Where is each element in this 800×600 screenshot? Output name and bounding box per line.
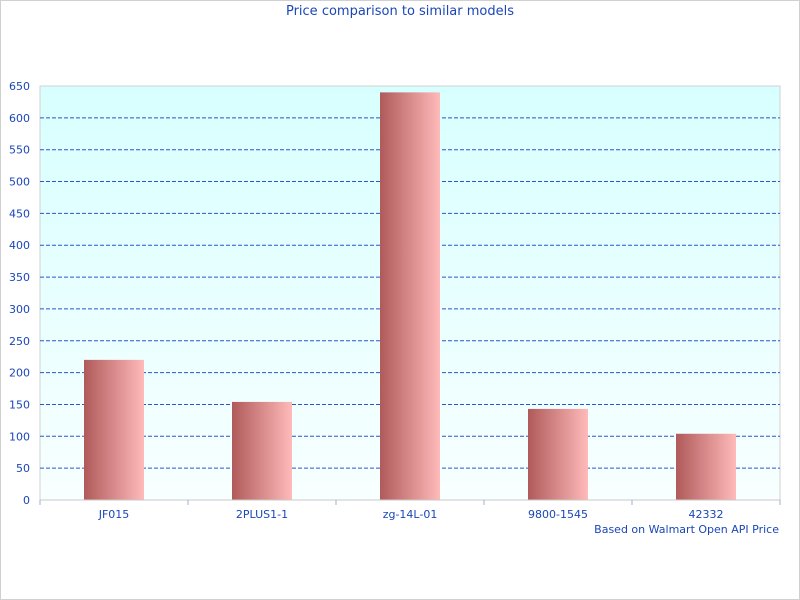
bar-JF015 <box>84 359 144 500</box>
y-tick-label: 450 <box>9 207 30 220</box>
y-tick-label: 300 <box>9 303 30 316</box>
y-tick-label: 200 <box>9 367 30 380</box>
y-tick-label: 350 <box>9 271 30 284</box>
y-tick-label: 250 <box>9 335 30 348</box>
y-tick-label: 100 <box>9 430 30 443</box>
bar-9800-1545 <box>528 408 588 500</box>
bar-42332 <box>676 433 736 500</box>
x-tick-label: 2PLUS1-1 <box>236 508 288 521</box>
y-tick-label: 50 <box>16 462 30 475</box>
x-tick-label: 42332 <box>689 508 724 521</box>
y-tick-label: 600 <box>9 112 30 125</box>
y-tick-label: 550 <box>9 144 30 157</box>
x-tick-label: JF015 <box>98 508 130 521</box>
x-tick-label: 9800-1545 <box>528 508 588 521</box>
y-tick-label: 400 <box>9 239 30 252</box>
source-note: Based on Walmart Open API Price <box>594 523 779 536</box>
y-tick-label: 150 <box>9 398 30 411</box>
x-tick-label: zg-14L-01 <box>383 508 438 521</box>
chart-title: Price comparison to similar models <box>285 4 515 19</box>
y-tick-label: 500 <box>9 176 30 189</box>
y-tick-label: 650 <box>9 80 30 93</box>
y-tick-label: 0 <box>23 494 30 507</box>
bar-zg-14L-01 <box>380 92 440 500</box>
bar-2PLUS1-1 <box>232 401 292 500</box>
